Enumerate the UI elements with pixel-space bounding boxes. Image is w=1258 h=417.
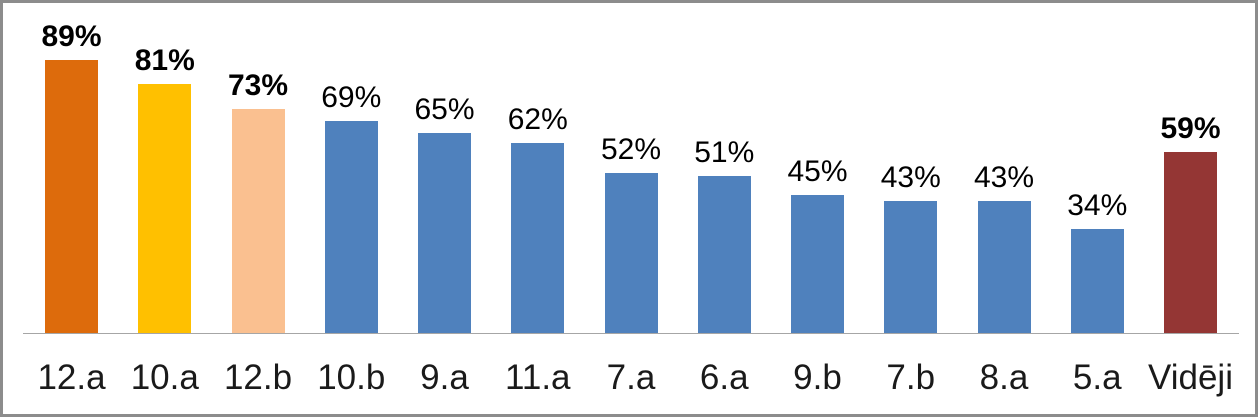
bar-column: 51% [678, 3, 771, 333]
value-label: 89% [41, 20, 102, 53]
category-label: 10.b [317, 357, 386, 397]
category-label: 5.a [1072, 357, 1122, 397]
bar [1070, 229, 1124, 333]
category-label: Vidēji [1148, 357, 1233, 397]
value-label: 62% [507, 103, 568, 136]
category-label: 11.a [504, 357, 571, 397]
category-axis: 12.a 10.a 12.b 10.b 9.a 11.a 7.a 6.a 9.b 7.b 8.a 5.… [25, 334, 1237, 414]
bar-column: 43% [864, 3, 957, 333]
bar [324, 121, 378, 333]
bar-column: 52% [585, 3, 678, 333]
bar-column: 69% [305, 3, 398, 333]
bar [884, 201, 938, 333]
bar-column: 43% [958, 3, 1051, 333]
category-label: 6.a [699, 357, 749, 397]
value-label: 43% [973, 161, 1035, 194]
bar [1164, 152, 1217, 333]
category-label: 7.b [886, 357, 936, 397]
category-label: 8.a [979, 357, 1029, 397]
bar [511, 143, 565, 333]
value-label: 69% [321, 81, 382, 114]
value-label: 52% [600, 133, 662, 166]
bar-column: 81% [118, 3, 211, 333]
value-label: 65% [414, 93, 475, 126]
bar [977, 201, 1031, 333]
category-label: 9.a [420, 357, 469, 397]
bar [418, 133, 471, 333]
value-label: 73% [227, 69, 289, 102]
x-axis-line [23, 333, 1239, 334]
bar [231, 109, 285, 333]
bar-column: 89% [25, 3, 118, 333]
value-label: 59% [1160, 112, 1221, 145]
bar [45, 60, 98, 333]
category-label: 10.a [130, 357, 199, 397]
bar-column: 45% [771, 3, 864, 333]
bar-column: 34% [1051, 3, 1144, 333]
value-label: 45% [787, 155, 848, 188]
value-label: 81% [134, 44, 195, 77]
category-label: 9.b [793, 357, 842, 397]
value-label: 51% [694, 136, 755, 169]
category-label: 12.a [37, 357, 106, 397]
bar-column: 62% [491, 3, 584, 333]
bar-column: 59% [1144, 3, 1237, 333]
bar [604, 173, 658, 333]
bar [138, 84, 192, 333]
bar [697, 176, 751, 333]
value-label: 34% [1067, 189, 1128, 222]
bar-column: 73% [212, 3, 305, 333]
category-label: 12.b [223, 357, 293, 397]
category-label: 7.a [606, 357, 656, 397]
bar-column: 65% [398, 3, 491, 333]
bars-area: 89% 81% 73% 69% 65% 62% 52% 51% 45% 43% 43% 34% 59% [25, 3, 1237, 333]
bar [791, 195, 844, 333]
value-label: 43% [880, 161, 941, 194]
